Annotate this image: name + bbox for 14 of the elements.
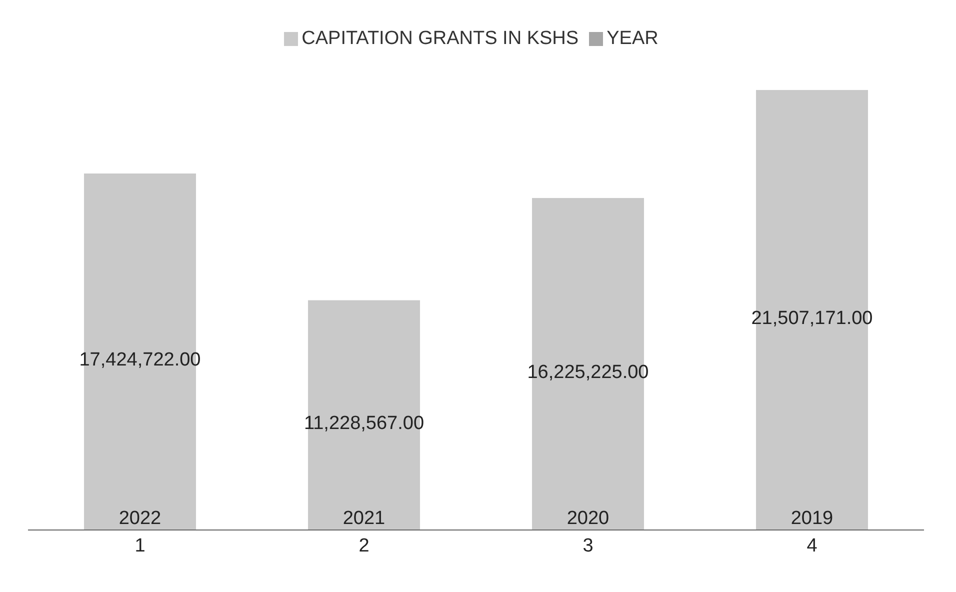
data-label: 2021 — [342, 508, 386, 529]
data-label: 2022 — [118, 508, 162, 529]
data-label: 2019 — [790, 508, 834, 529]
x-tick-label: 3 — [582, 535, 594, 556]
x-tick-label: 4 — [806, 535, 818, 556]
legend-label: CAPITATION GRANTS IN KSHS — [302, 28, 579, 49]
x-tick-label: 1 — [134, 535, 146, 556]
data-label: 17,424,722.00 — [79, 350, 201, 371]
data-label: 16,225,225.00 — [527, 362, 649, 384]
data-label: 2020 — [566, 508, 610, 529]
data-label: 11,228,567.00 — [304, 413, 424, 434]
x-tick-label: 2 — [358, 535, 370, 556]
data-label: 21,507,171.00 — [751, 308, 873, 329]
legend-label: YEAR — [606, 28, 658, 49]
